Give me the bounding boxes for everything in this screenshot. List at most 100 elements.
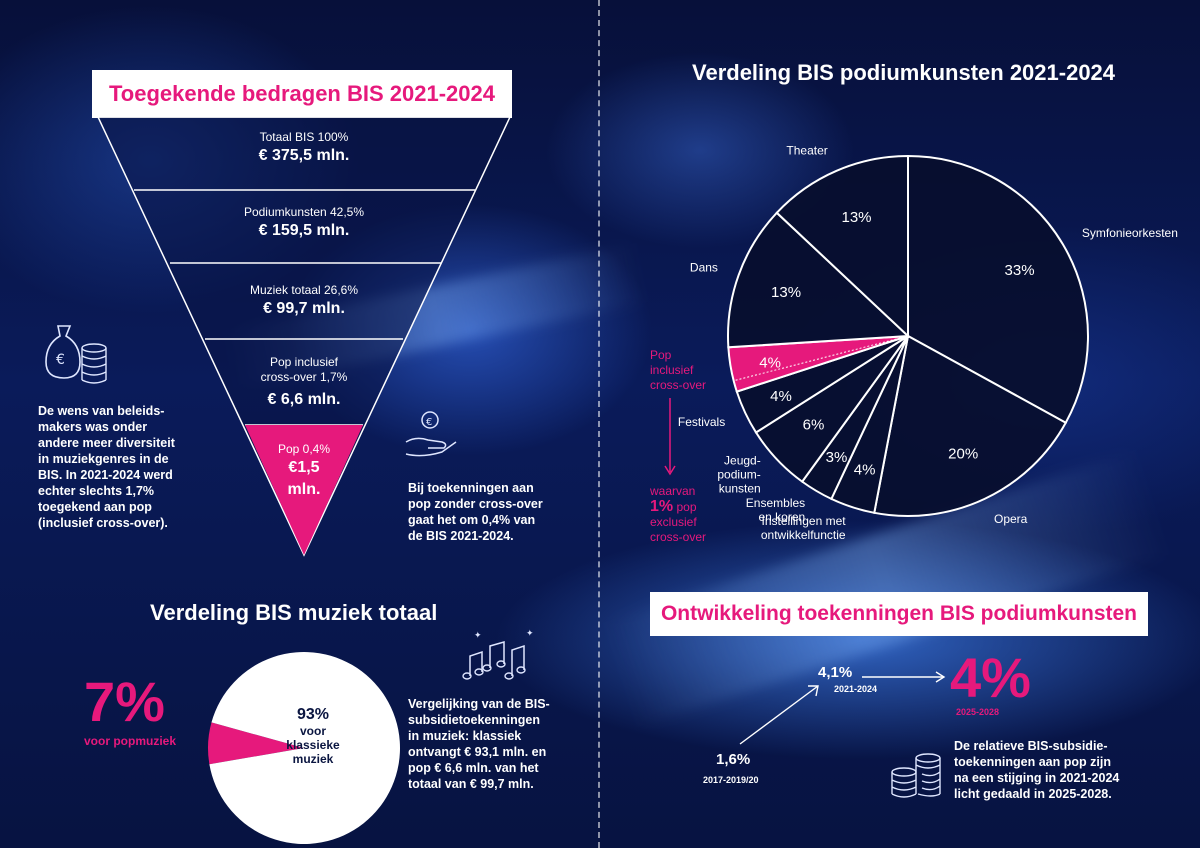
- money-bag-icon: €: [45, 325, 107, 384]
- classic-label-line: klassieke: [286, 738, 340, 752]
- svg-text:€: €: [426, 417, 432, 428]
- pie-percentage-label: 6%: [803, 417, 825, 434]
- funnel-level-pop: Pop 0,4% €1,5 mln.: [184, 442, 424, 501]
- funnel-pop-segment: [245, 425, 363, 555]
- note-line: in muziek: klassiek: [408, 729, 522, 743]
- funnel-label: cross-over 1,7%: [260, 370, 348, 384]
- pie-slice: [873, 334, 1068, 517]
- waarvan-annotation: waarvan 1% pop exclusief cross-over: [650, 484, 706, 545]
- dev-title: Ontwikkeling toekenningen BIS podiumkuns…: [650, 592, 1148, 636]
- pie-percentage-label: 13%: [842, 209, 872, 226]
- music-pie-chart: [208, 652, 400, 844]
- note-line: toegekend aan pop: [38, 500, 152, 514]
- waarvan-text: waarvan: [650, 484, 696, 498]
- pop-word: pop: [676, 500, 697, 514]
- pie-percentage-label: 20%: [948, 445, 978, 462]
- funnel-value: mln.: [287, 481, 321, 498]
- dev-year-3: 2025-2028: [956, 707, 1000, 717]
- arrow-up-line: [739, 685, 819, 745]
- funnel-title: Toegekende bedragen BIS 2021-2024: [92, 70, 512, 118]
- dev-value-3: 4%: [950, 646, 1031, 709]
- pie-category-label: Instellingen met ontwikkelfunctie: [761, 514, 846, 542]
- funnel-level-podium: Podiumkunsten 42,5% € 159,5 mln.: [184, 205, 424, 242]
- pop-exclusief-divider: [733, 335, 909, 382]
- classic-label-group: 93% voor klassieke muziek: [258, 706, 368, 766]
- left-note: De wens van beleids-makers was onder ande…: [38, 403, 213, 531]
- podium-title: Verdeling BIS podiumkunsten 2021-2024: [692, 60, 1116, 85]
- funnel-svg: [96, 116, 512, 557]
- dev-value-1: 1,6%: [716, 751, 751, 768]
- pie-category-label: Symfonieorkesten: [1082, 226, 1178, 240]
- note-line: pop € 6,6 mln. van het: [408, 761, 539, 775]
- pie-slice: [775, 154, 909, 339]
- dev-note: De relatieve BIS-subsidie-toekenningen a…: [954, 738, 1134, 802]
- svg-text:✦: ✦: [474, 630, 482, 640]
- pie-percentage-label: 4%: [770, 388, 792, 405]
- note-line: De relatieve BIS-subsidie-: [954, 739, 1108, 753]
- pie-percentage-label: 33%: [1005, 262, 1035, 279]
- note-line: De wens van beleids-: [38, 404, 165, 418]
- pie-category-label: Jeugd-podium-kunsten: [717, 453, 760, 495]
- pop-side-line: inclusief: [650, 363, 694, 377]
- note-line: totaal van € 99,7 mln.: [408, 777, 534, 791]
- funnel-label: Podiumkunsten 42,5%: [243, 205, 365, 219]
- pie-percentage-label: 4%: [759, 354, 781, 371]
- exclusief-line: cross-over: [650, 530, 707, 544]
- svg-text:€: €: [56, 352, 65, 368]
- pop-side-label: Pop inclusief cross-over: [650, 348, 706, 393]
- music-note: Vergelijking van de BIS-subsidietoekenni…: [408, 696, 568, 792]
- coins-icon: [891, 753, 941, 798]
- pie-percentage-label: 13%: [771, 284, 801, 301]
- note-line: BIS. In 2021-2024 werd: [38, 468, 173, 482]
- pie-category-label: Dans: [690, 261, 718, 275]
- dev-value-2: 4,1%: [818, 664, 853, 681]
- page-divider: [598, 0, 600, 848]
- right-note: Bij toekenningen aan pop zonder cross-ove…: [408, 480, 558, 544]
- arrow-up-head: [808, 685, 819, 697]
- funnel-value: € 99,7 mln.: [263, 300, 345, 317]
- funnel-value: € 6,6 mln.: [267, 391, 341, 408]
- note-line: Bij toekenningen aan: [408, 481, 534, 495]
- arrow-right-head: [935, 671, 946, 683]
- classic-label-line: muziek: [292, 752, 334, 766]
- dev-year-1: 2017-2019/20: [703, 775, 759, 785]
- pie-category-label: Festivals: [678, 415, 725, 429]
- pie-category-label: Ensembles en koren: [746, 496, 805, 524]
- funnel-value: € 375,5 mln.: [258, 147, 350, 164]
- note-line: gaat het om 0,4% van: [408, 513, 536, 527]
- funnel-label: Pop inclusief: [269, 355, 339, 369]
- dev-arrows: [739, 671, 946, 745]
- classic-percentage: 93%: [296, 706, 330, 723]
- pie-category-label: Theater: [786, 144, 827, 158]
- funnel-label: Muziek totaal 26,6%: [249, 283, 359, 297]
- funnel-shape: [96, 116, 512, 557]
- arrow-down-icon: [664, 398, 676, 476]
- note-line: subsidietoekenningen: [408, 713, 540, 727]
- note-line: (inclusief cross-over).: [38, 516, 168, 530]
- hand-coin-icon: €: [405, 411, 457, 457]
- pie-category-label: Opera: [994, 512, 1028, 526]
- music-title: Verdeling BIS muziek totaal: [150, 600, 438, 625]
- pop-percentage: 7%: [84, 670, 165, 733]
- music-notes-icon: ✦ ✦: [462, 628, 534, 680]
- note-line: in muziekgenres in de: [38, 452, 169, 466]
- note-line: toekenningen aan pop zijn: [954, 755, 1111, 769]
- classic-label-line: voor: [299, 724, 326, 738]
- pop-side-line: Pop: [650, 348, 672, 362]
- pie-slice-pop: [208, 722, 304, 765]
- note-line: makers was onder: [38, 420, 148, 434]
- pie-percentage-label: 3%: [826, 449, 848, 466]
- podium-pie-chart: 33% Symfonieorkesten 20% Opera 4% Instellinge…: [678, 144, 1178, 542]
- note-line: andere meer diversiteit: [38, 436, 175, 450]
- pop-side-line: cross-over: [650, 378, 707, 392]
- svg-text:✦: ✦: [526, 628, 534, 638]
- pie-slice: [907, 154, 1089, 425]
- exclusief-line: exclusief: [650, 515, 697, 529]
- note-line: licht gedaald in 2025-2028.: [954, 787, 1112, 801]
- one-percent: 1%: [650, 498, 674, 515]
- note-line: echter slechts 1,7%: [38, 484, 155, 498]
- funnel-label: Totaal BIS 100%: [259, 130, 349, 144]
- funnel-level-total: Totaal BIS 100% € 375,5 mln.: [184, 130, 424, 167]
- funnel-value: €1,5: [288, 459, 320, 476]
- pie-percentage-label: 4%: [854, 462, 876, 479]
